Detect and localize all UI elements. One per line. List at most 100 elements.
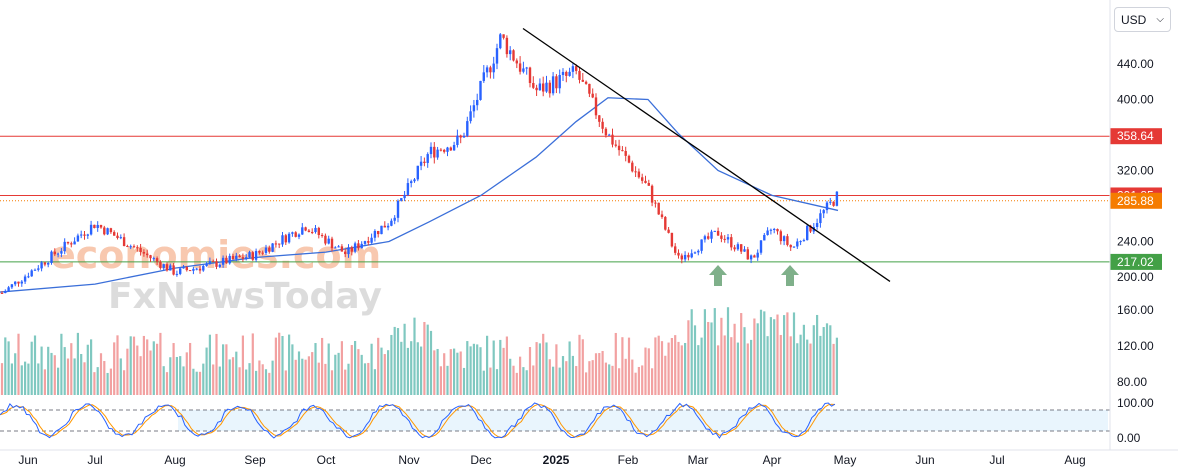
volume-bar	[248, 363, 251, 395]
candle-body	[363, 241, 367, 244]
moving-average	[0, 97, 839, 293]
volume-bar	[132, 336, 136, 395]
candle-body	[205, 263, 208, 266]
candle-body	[80, 234, 83, 236]
volume-bar	[344, 369, 347, 395]
price-tick: 160.00	[1117, 303, 1154, 317]
candle-body	[462, 135, 466, 138]
volume-bar	[205, 347, 208, 395]
time-label-aug: Aug	[164, 453, 185, 467]
volume-bar	[403, 323, 406, 395]
volume-bar	[119, 358, 122, 395]
time-label-mar: Mar	[688, 453, 709, 467]
candle-body	[472, 105, 476, 112]
candle-body	[149, 255, 152, 259]
volume-bar	[429, 330, 433, 395]
volume-bar	[548, 359, 551, 395]
candle-body	[182, 267, 185, 269]
volume-bar	[116, 335, 119, 395]
candle-body	[515, 60, 518, 64]
volume-bar	[106, 372, 109, 395]
candle-body	[106, 228, 109, 235]
volume-bar	[482, 370, 485, 395]
volume-bar	[109, 368, 112, 395]
candle-body	[604, 128, 608, 136]
volume-bars	[0, 307, 838, 395]
volume-bar	[103, 361, 106, 395]
level-badge-label-last_price: 285.88	[1117, 194, 1154, 208]
volume-bar	[86, 344, 89, 395]
volume-bar	[156, 343, 159, 395]
volume-bar	[789, 336, 792, 395]
volume-bar	[835, 337, 838, 395]
level-badge-resistance_upper	[1110, 128, 1162, 145]
volume-bar	[241, 335, 244, 395]
up-arrow-icon	[781, 265, 799, 286]
candle-body	[575, 66, 578, 71]
stochastic-band	[0, 409, 1110, 432]
volume-bar	[37, 363, 40, 395]
candle-body	[766, 230, 769, 235]
candle-body	[386, 225, 390, 228]
candle-body	[291, 232, 294, 234]
candle-body	[627, 155, 631, 163]
candle-body	[192, 268, 195, 271]
volume-bar	[743, 327, 746, 395]
volume-bar	[324, 363, 327, 395]
volume-bar	[585, 372, 588, 395]
candle-body	[132, 246, 136, 248]
candle-body	[43, 262, 47, 265]
volume-bar	[687, 320, 690, 395]
candle-body	[578, 70, 581, 80]
candle-body	[584, 81, 588, 84]
candle-body	[281, 235, 284, 245]
volume-bar	[96, 367, 99, 395]
volume-bar	[829, 325, 832, 395]
candle-body	[644, 180, 647, 183]
candle-body	[241, 257, 245, 259]
volume-bar	[172, 343, 175, 395]
volume-bar	[618, 368, 621, 395]
candle-body	[700, 239, 703, 251]
volume-bar	[228, 359, 231, 395]
volume-bar	[733, 323, 736, 395]
candle-body	[611, 134, 614, 145]
candle-body	[476, 99, 479, 106]
time-label-nov: Nov	[398, 453, 419, 467]
candle-body	[396, 200, 400, 218]
currency-selector[interactable]: USD ⌵	[1114, 7, 1171, 32]
volume-bar	[215, 333, 218, 395]
candle-body	[23, 276, 27, 282]
candle-body	[14, 281, 17, 285]
time-label-jun: Jun	[915, 453, 934, 467]
volume-bar	[528, 347, 532, 395]
stoch-k-line	[0, 402, 836, 439]
candle-body	[33, 269, 37, 271]
price-tick: 440.00	[1117, 57, 1154, 71]
volume-bar	[182, 366, 185, 395]
candle-body	[76, 235, 80, 242]
volume-bar	[426, 324, 429, 395]
volume-bar	[83, 362, 86, 395]
candle-body	[17, 281, 20, 284]
volume-bar	[17, 333, 20, 395]
candle-body	[40, 262, 43, 269]
volume-bar	[274, 337, 277, 395]
candle-body	[50, 251, 53, 264]
candle-body	[443, 149, 446, 152]
candle-body	[674, 246, 677, 253]
candle-body	[687, 254, 690, 258]
volume-bar	[552, 366, 555, 395]
volume-bar	[363, 363, 367, 395]
volume-bar	[571, 355, 574, 395]
candle-body	[654, 202, 657, 204]
volume-bar	[314, 343, 317, 395]
candle-body	[274, 243, 278, 245]
volume-bar	[443, 353, 446, 395]
volume-bar	[321, 337, 324, 395]
candle-body	[509, 50, 512, 55]
candle-body	[617, 145, 621, 151]
volume-bar	[670, 338, 673, 395]
volume-bar	[575, 366, 578, 395]
